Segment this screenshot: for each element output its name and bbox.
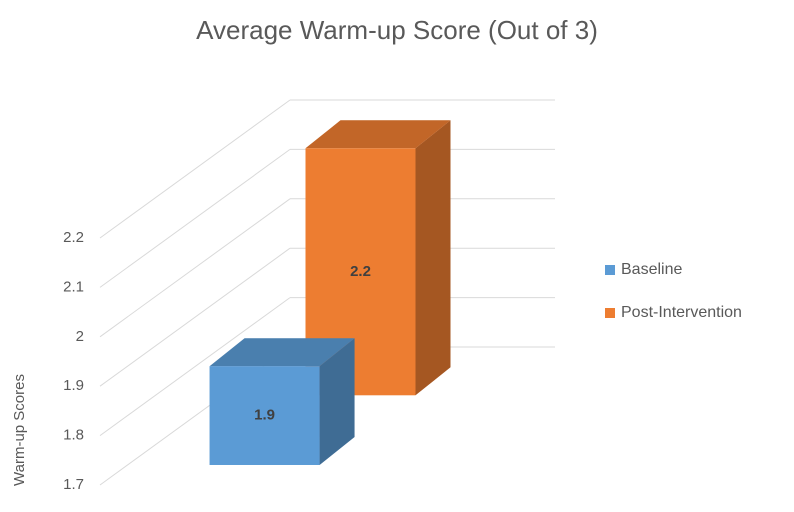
bar-side	[415, 120, 451, 396]
grid-line	[99, 99, 291, 239]
y-tick-label: 2.1	[63, 278, 84, 295]
data-label: 1.9	[254, 407, 275, 424]
y-tick-label: 1.7	[63, 476, 84, 493]
legend-label: Baseline	[621, 261, 682, 278]
bar-top-shade	[305, 120, 451, 149]
legend-swatch	[605, 308, 615, 318]
bar-top-shade	[209, 338, 355, 367]
bar-side-shade	[415, 120, 451, 396]
chart-title: Average Warm-up Score (Out of 3)	[196, 15, 598, 45]
legend-label: Post-Intervention	[621, 304, 742, 321]
y-axis-title: Warm-up Scores	[11, 374, 28, 486]
bar-side-shade	[319, 338, 355, 465]
bar	[209, 366, 320, 465]
y-tick-label: 2	[76, 328, 84, 345]
data-label: 2.2	[350, 263, 371, 280]
bar-top	[305, 120, 451, 149]
grid-line	[99, 297, 291, 437]
y-tick-label: 1.9	[63, 377, 84, 394]
legend-swatch	[605, 265, 615, 275]
bar-top	[209, 338, 355, 367]
y-tick-label: 1.8	[63, 427, 84, 444]
y-tick-label: 2.2	[63, 229, 84, 246]
grid-line	[99, 148, 291, 288]
grid-line	[99, 198, 291, 338]
grid-line	[99, 247, 291, 387]
bar-side	[319, 338, 355, 465]
